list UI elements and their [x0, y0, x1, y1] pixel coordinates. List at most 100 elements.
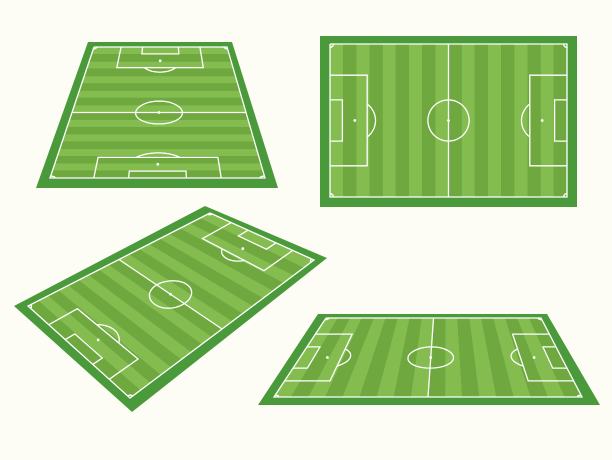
penalty-arc-right [510, 348, 524, 367]
center-circle [134, 100, 184, 125]
corner-arc [93, 46, 98, 50]
goal-area-right [541, 346, 567, 369]
penalty-arc-right [135, 152, 181, 159]
grass-stripe [342, 318, 386, 397]
grass-stripe [409, 44, 423, 197]
penalty-area-right [93, 156, 222, 179]
penalty-spot-right [540, 119, 544, 122]
grass-stripe [291, 318, 350, 397]
grass-stripe [445, 318, 463, 397]
penalty-spot-left [158, 59, 162, 63]
grass-stripe [488, 44, 502, 197]
grass-stripe [540, 44, 554, 197]
grass-stripe [62, 134, 255, 142]
grass-stripe [395, 44, 409, 197]
penalty-arc-right [96, 324, 120, 344]
penalty-arc-left [336, 348, 352, 367]
top-down-pitch [320, 36, 577, 207]
grass-stripe [139, 244, 253, 314]
penalty-spot-right [156, 162, 160, 166]
penalty-area-right [48, 307, 140, 380]
grass-stripe [274, 318, 338, 397]
goal-area-left [330, 99, 344, 142]
grass-stripe [159, 233, 274, 299]
corner-arc [223, 46, 228, 50]
goal-area-right [553, 99, 567, 142]
grass-stripe [81, 76, 238, 84]
grass-stripe [457, 318, 480, 397]
penalty-area-left [330, 74, 368, 167]
center-circle [407, 346, 455, 369]
grass-stripe [69, 112, 249, 120]
grass-stripe [376, 318, 410, 397]
grass-stripe [149, 238, 263, 306]
penalty-area-right [529, 74, 567, 167]
grass-stripe [48, 290, 161, 383]
corner-arc [324, 317, 330, 321]
touchline-boundary [26, 212, 316, 399]
grass-stripe [50, 170, 265, 178]
grass-stripe [28, 300, 141, 398]
goal-area-right [64, 333, 104, 365]
goal-area-left [237, 229, 277, 250]
grass-stripe [76, 90, 242, 98]
corner-arc [562, 43, 568, 49]
grass-stripe [89, 54, 232, 62]
grass-stripe [517, 318, 565, 397]
corner-arc [50, 175, 56, 179]
penalty-spot-left [353, 119, 357, 122]
grass-stripe [199, 213, 314, 268]
corner-arc [29, 304, 33, 309]
grass-stripe [179, 223, 294, 283]
penalty-arc-left [143, 67, 177, 73]
grass-stripe [119, 254, 233, 329]
corner-arc [127, 394, 133, 397]
grass-stripe [410, 318, 434, 397]
penalty-area-left [116, 46, 205, 69]
grass-stripe [474, 44, 488, 197]
grass-stripe [553, 44, 567, 197]
corner-arc [275, 394, 280, 398]
corner-arc [576, 394, 582, 398]
center-spot [169, 292, 172, 296]
perspective-portrait-pitch [36, 42, 278, 188]
center-spot [157, 111, 161, 114]
corner-arc [259, 175, 265, 179]
touchline-boundary [49, 46, 266, 179]
corner-arc [537, 317, 542, 321]
grass-stripe [343, 44, 357, 197]
grass-stripe [72, 105, 246, 113]
grass-stripe [91, 47, 230, 55]
center-spot [429, 356, 433, 359]
touchline-boundary [272, 317, 584, 398]
grass-stripe [68, 280, 182, 368]
grass-stripe [189, 218, 304, 276]
grass-stripe [505, 318, 548, 397]
grass-stripe [169, 228, 284, 291]
grass-stripe [78, 275, 192, 360]
grass-stripe [481, 318, 514, 397]
penalty-spot-right [532, 356, 536, 359]
grass-stripe [529, 318, 582, 397]
touchline-boundary [329, 43, 568, 198]
grass-stripe [527, 44, 541, 197]
grass-stripe [330, 44, 344, 197]
grass-stripe [356, 44, 370, 197]
grass-stripe [448, 44, 462, 197]
penalty-area-left [284, 333, 354, 382]
corner-arc [329, 192, 335, 198]
penalty-spot-left [325, 356, 329, 359]
perspective-landscape-pitch [258, 314, 600, 405]
center-circle [148, 280, 193, 309]
grass-stripe [501, 44, 515, 197]
penalty-arc-left [220, 248, 245, 262]
grass-stripe [108, 259, 222, 337]
grass-stripe [59, 141, 257, 149]
grass-stripe [64, 127, 253, 135]
grass-stripe [461, 44, 475, 197]
grass-stripe [382, 44, 396, 197]
grass-stripe [308, 318, 362, 397]
corner-arc [562, 192, 568, 198]
penalty-arc-left [366, 103, 377, 138]
